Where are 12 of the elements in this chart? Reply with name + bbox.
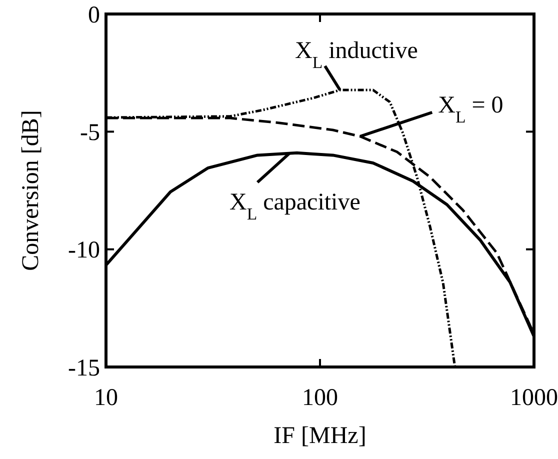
y-tick-label: -5 — [80, 120, 100, 146]
annotation: X$_{L}$ = 0 — [438, 92, 504, 126]
x-tick-label: 1000 — [510, 385, 558, 411]
y-axis-title: Conversion [dB] — [18, 110, 44, 271]
x-tick-label: 10 — [94, 385, 118, 411]
annotation: X$_{L}$ inductive — [294, 38, 418, 72]
annotation: X$_{L}$ capacitive — [229, 189, 360, 223]
x-axis-title: IF [MHz] — [274, 423, 366, 449]
y-tick-label: -10 — [68, 238, 100, 264]
y-tick-label: 0 — [88, 2, 100, 28]
y-tick-label: -15 — [68, 355, 100, 382]
x-tick-label: 100 — [302, 385, 338, 411]
